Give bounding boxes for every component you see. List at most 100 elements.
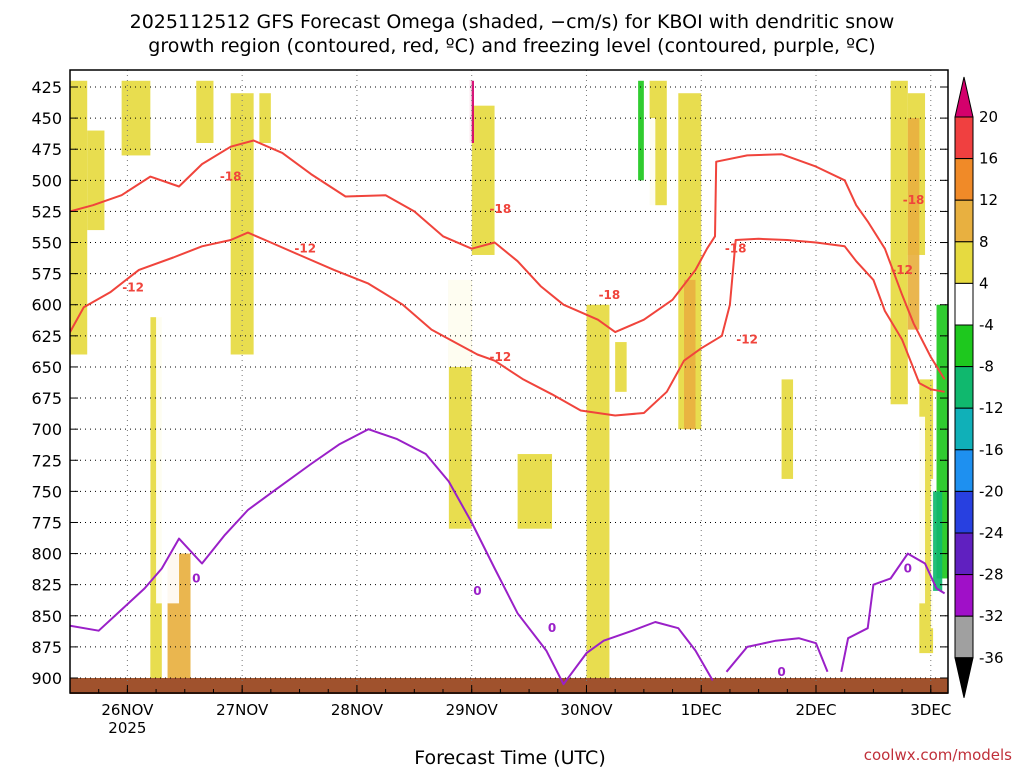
colorbar-swatch — [954, 116, 974, 160]
temperature-contours — [70, 139, 946, 686]
colorbar-level-label: -24 — [979, 524, 1004, 542]
y-tick-label: 425 — [31, 78, 62, 97]
colorbar-swatch — [954, 615, 974, 659]
colorbar-level-label: 12 — [979, 191, 998, 209]
omega-region — [557, 80, 587, 380]
omega-region — [397, 80, 449, 455]
colorbar-top-arrow — [954, 76, 974, 118]
colorbar-swatch — [954, 324, 974, 368]
omega-region — [127, 254, 151, 604]
contour-line-0c — [840, 552, 946, 672]
omega-region — [781, 379, 794, 479]
colorbar-swatch — [954, 407, 974, 451]
omega-region — [230, 93, 254, 355]
colorbar-swatch — [954, 574, 974, 617]
y-tick-label: 525 — [31, 202, 62, 221]
contour-label: 0 — [548, 621, 556, 635]
plot-frame — [69, 69, 949, 694]
contour-label: -18 — [490, 202, 512, 216]
omega-region — [586, 80, 604, 255]
contour-label: -18 — [599, 288, 621, 302]
omega-region — [856, 292, 865, 355]
omega-region — [511, 628, 524, 685]
omega-region — [184, 391, 197, 504]
x-tick-label: 1DEC — [681, 701, 722, 719]
colorbar-swatch — [954, 490, 974, 534]
colorbar-level-label: 16 — [979, 150, 998, 168]
y-tick-label: 825 — [31, 576, 62, 595]
chart-title-line2: growth region (contoured, red, ºC) and f… — [148, 35, 875, 57]
x-tick-label: 29NOV — [446, 701, 499, 719]
omega-region — [494, 93, 524, 355]
y-tick-label: 900 — [31, 669, 62, 688]
y-tick-label: 850 — [31, 607, 62, 626]
contour-label: -18 — [903, 193, 925, 207]
contour-label: 0 — [777, 665, 785, 679]
colorbar-level-label: -4 — [979, 316, 994, 334]
colorbar-level-label: -12 — [979, 399, 1004, 417]
contour-label: -12 — [294, 242, 316, 256]
colorbar-swatch — [954, 366, 974, 409]
omega-region — [638, 80, 644, 181]
colorbar-level-label: -20 — [979, 482, 1004, 500]
contour-label: 0 — [192, 571, 200, 585]
contour-label: -18 — [725, 242, 747, 256]
contour-label: 0 — [904, 562, 912, 576]
y-tick-label: 475 — [31, 140, 62, 159]
contour-label: -12 — [122, 280, 144, 294]
pressure-axis: 425 450 475 500 525 550 575 600 625 650 675 700 725 7… — [31, 78, 948, 688]
colorbar-level-label: 20 — [979, 108, 998, 126]
colorbar-swatch — [954, 449, 974, 492]
omega-region — [156, 304, 180, 604]
x-axis-label: Forecast Time (UTC) — [414, 747, 605, 768]
y-tick-label: 650 — [31, 358, 62, 377]
y-tick-label: 625 — [31, 327, 62, 346]
colorbar-level-label: -36 — [979, 649, 1004, 667]
contour-line--18 — [70, 139, 946, 380]
colorbar-swatch — [954, 158, 974, 201]
colorbar-swatch — [954, 241, 974, 284]
y-tick-label: 700 — [31, 420, 62, 439]
colorbar: 20 16 12 8 4 -4 -8 -12 -16 -20 -24 -28 -32 -36 — [954, 76, 1004, 698]
x-tick-label: 27NOV — [216, 701, 269, 719]
colorbar-level-label: -28 — [979, 566, 1004, 584]
x-tick-label: 28NOV — [331, 701, 384, 719]
omega-region — [684, 279, 696, 430]
y-tick-label: 550 — [31, 234, 62, 253]
contour-line--12 — [70, 231, 945, 417]
chart-title-line1: 2025112512 GFS Forecast Omega (shaded, −… — [130, 11, 895, 33]
omega-shading-layer — [70, 80, 948, 685]
omega-region — [471, 105, 495, 255]
omega-region — [907, 118, 920, 330]
x-tick-label: 30NOV — [560, 701, 613, 719]
colorbar-swatch — [954, 199, 974, 243]
y-tick-label: 800 — [31, 545, 62, 564]
contour-label: -12 — [490, 350, 512, 364]
omega-region — [517, 454, 553, 529]
colorbar-level-label: 4 — [979, 274, 989, 292]
colorbar-level-label: -8 — [979, 358, 994, 376]
contour-label: 0 — [473, 584, 481, 598]
terrain-ground-strip — [70, 678, 948, 694]
omega-region — [523, 155, 541, 305]
omega-region — [936, 304, 948, 579]
y-tick-label: 575 — [31, 265, 62, 284]
colorbar-level-label: -16 — [979, 441, 1004, 459]
y-tick-label: 500 — [31, 171, 62, 190]
x-tick-sublabel: 2025 — [108, 719, 146, 737]
contour-label: -12 — [736, 333, 758, 347]
colorbar-level-label: -32 — [979, 607, 1004, 625]
x-tick-label: 2DEC — [795, 701, 836, 719]
omega-region — [890, 80, 908, 405]
contour-line-0 — [70, 428, 714, 686]
contour-label: -18 — [220, 170, 242, 184]
colorbar-swatch — [954, 282, 974, 326]
contour-labels: -18 -12 -12 -18 -18 -12 -18 -12 -18 -12 0 0 0 0 0 — [122, 170, 924, 679]
colorbar-swatch — [954, 532, 974, 576]
colorbar-level-label: 8 — [979, 233, 989, 251]
omega-region — [747, 80, 757, 131]
omega-region — [913, 416, 926, 604]
omega-region — [586, 304, 610, 678]
